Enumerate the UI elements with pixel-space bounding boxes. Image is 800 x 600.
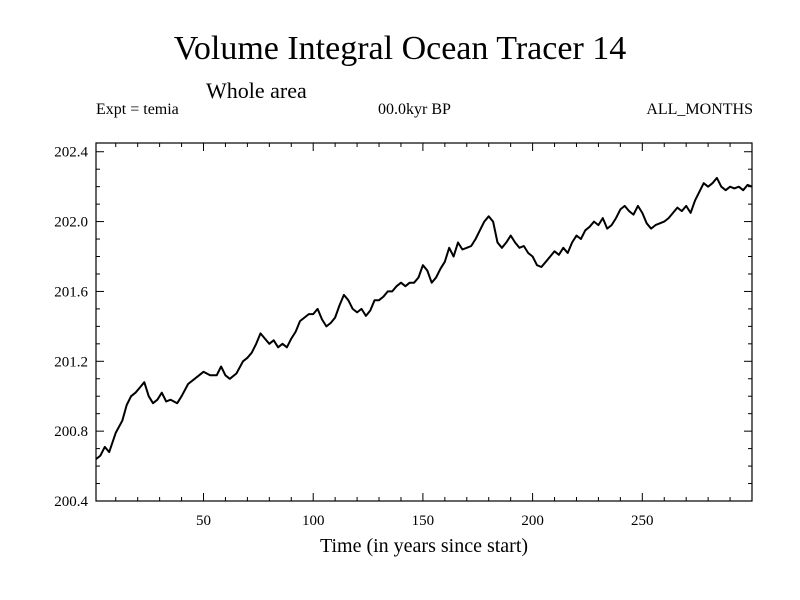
y-tick-label: 202.0	[54, 215, 88, 231]
x-tick-label: 250	[631, 513, 654, 529]
series-line-tracer-14	[95, 176, 753, 460]
chart-title: Volume Integral Ocean Tracer 14	[173, 30, 627, 67]
months-label: ALL_MONTHS	[646, 101, 753, 118]
y-tick-label: 202.4	[54, 145, 88, 161]
x-tick-label: 150	[412, 513, 435, 529]
y-tick-label: 200.8	[54, 424, 88, 440]
period-label: 00.0kyr BP	[378, 101, 451, 118]
y-tick-label: 200.4	[54, 494, 88, 510]
chart-subtitle: Whole area	[206, 78, 307, 103]
plot-frame	[95, 142, 753, 502]
x-tick-label: 100	[302, 513, 325, 529]
ticks-layer	[96, 143, 752, 502]
x-tick-label: 50	[196, 513, 211, 529]
y-tick-label: 201.2	[54, 354, 88, 370]
x-axis-label: Time (in years since start)	[320, 535, 528, 557]
experiment-label: Expt = temia	[96, 101, 179, 118]
tick-labels-layer: 50 100 150 200 250 200.4 200.8 201.2 201.6 202.0 2…	[54, 145, 653, 529]
x-tick-label: 200	[521, 513, 544, 529]
y-tick-label: 201.6	[54, 284, 88, 300]
